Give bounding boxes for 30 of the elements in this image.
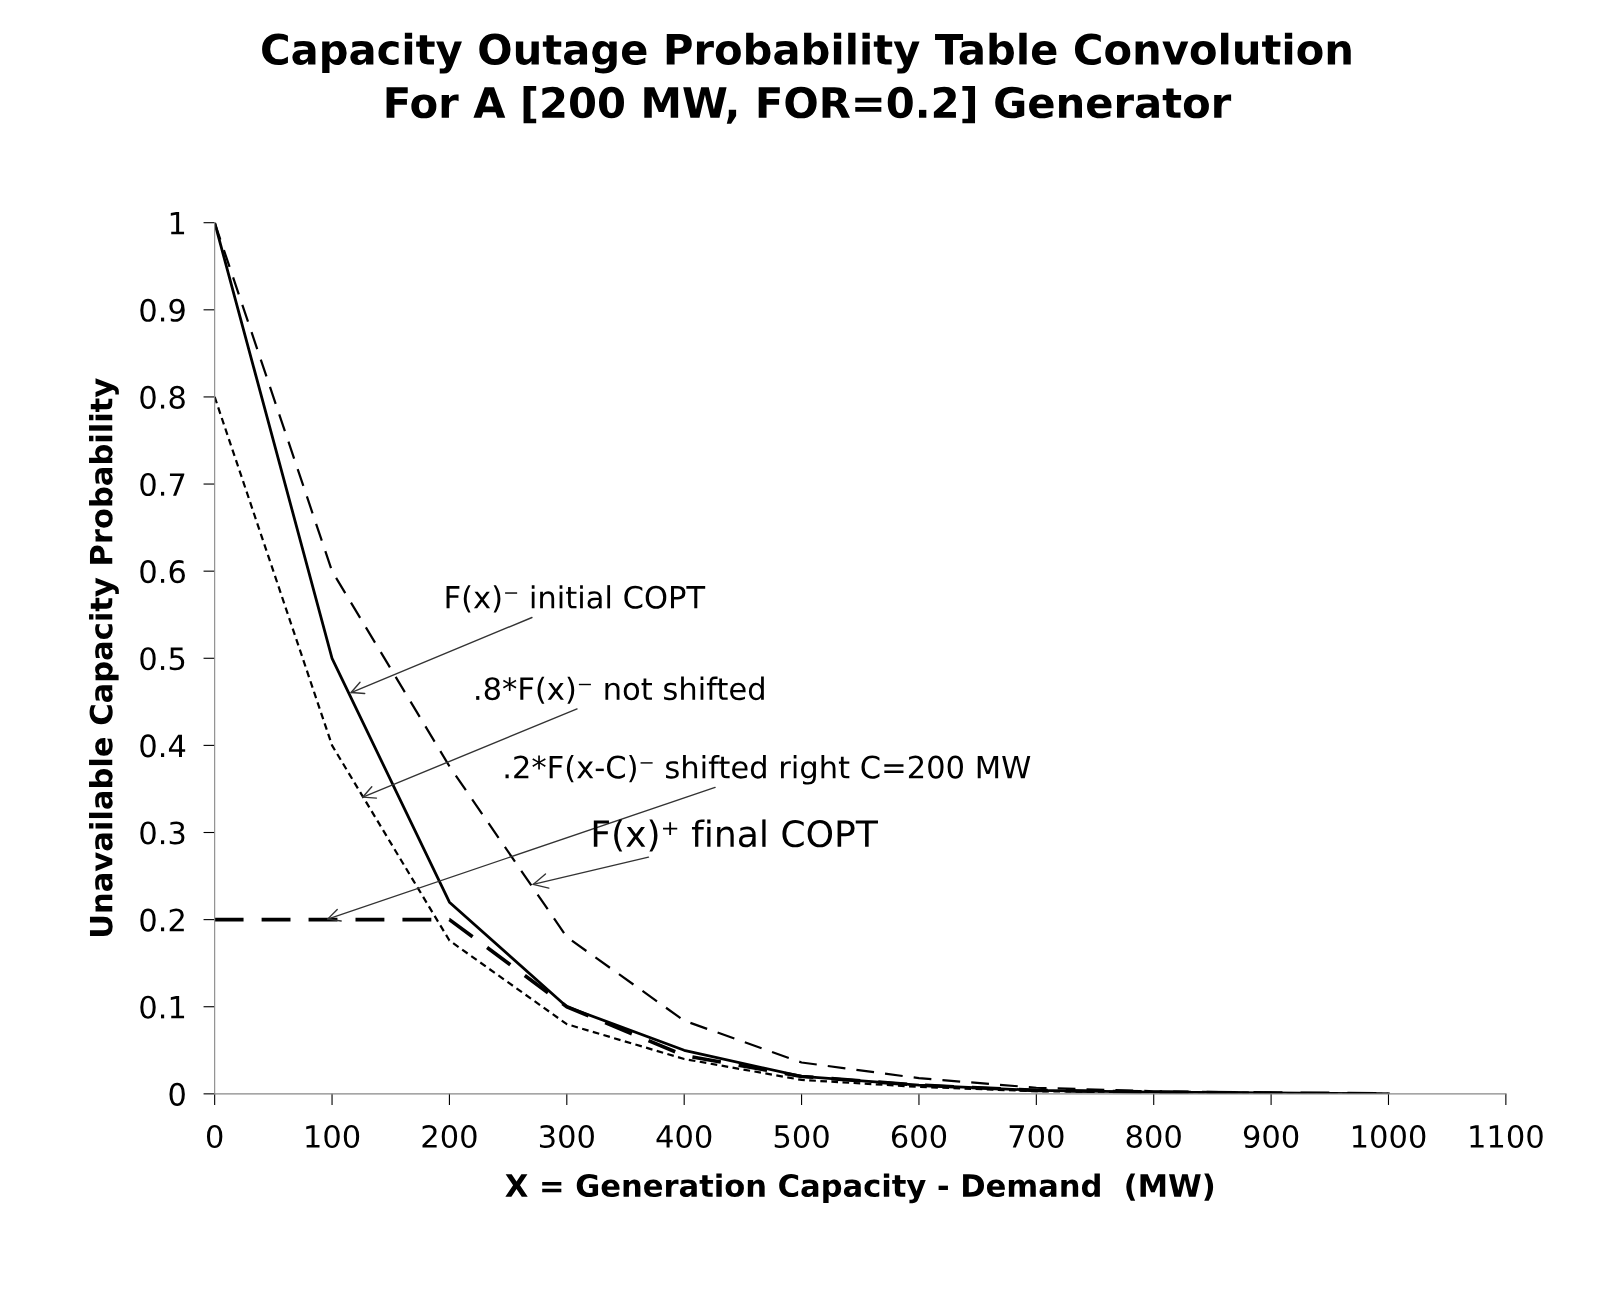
x-tick-label: 700 bbox=[1009, 1124, 1064, 1149]
x-axis-title: X = Generation Capacity - Demand (MW) bbox=[505, 1173, 1214, 1204]
y-tick-label: 0.6 bbox=[140, 560, 185, 584]
x-tick-label: 0 bbox=[206, 1124, 223, 1149]
y-tick-label: 0 bbox=[169, 1082, 185, 1106]
y-tick-label: 0.5 bbox=[140, 647, 185, 671]
x-tick-label: 800 bbox=[1126, 1124, 1181, 1149]
y-tick-label: 0.7 bbox=[140, 472, 185, 497]
y-tick-label: 0.8 bbox=[140, 385, 185, 409]
y-tick-label: 0.2 bbox=[140, 908, 184, 932]
x-tick-label: 900 bbox=[1243, 1124, 1299, 1149]
x-tick-label: 400 bbox=[656, 1124, 712, 1149]
annotation: F(x)⁺ final COPT bbox=[593, 819, 878, 852]
x-tick-label: 100 bbox=[306, 1124, 360, 1149]
y-tick-label: 0.4 bbox=[140, 734, 186, 758]
y-axis-title: Unavailable Capacity Probability bbox=[89, 378, 119, 936]
y-tick-label: 1 bbox=[170, 212, 185, 235]
y-tick-label: 0.3 bbox=[140, 821, 185, 845]
y-tick-label: 0.1 bbox=[140, 995, 185, 1019]
annotation: .8*F(x)⁻ not shifted bbox=[476, 676, 764, 704]
chart-title: Capacity Outage Probability Table Convolution For A [200 MW, FOR=0.2] Generator bbox=[262, 32, 1351, 124]
x-tick-label: 300 bbox=[539, 1124, 594, 1149]
x-tick-label: 600 bbox=[891, 1124, 947, 1149]
x-tick-label: 500 bbox=[774, 1124, 829, 1149]
x-tick-label: 1000 bbox=[1352, 1124, 1426, 1149]
annotation: F(x)⁻ initial COPT bbox=[446, 585, 706, 613]
annotation: .2*F(x-C)⁻ shifted right C=200 MW bbox=[505, 755, 1031, 785]
x-tick-label: 1100 bbox=[1470, 1124, 1543, 1149]
x-tick-label: 200 bbox=[422, 1124, 477, 1149]
y-tick-label: 0.9 bbox=[140, 298, 185, 322]
